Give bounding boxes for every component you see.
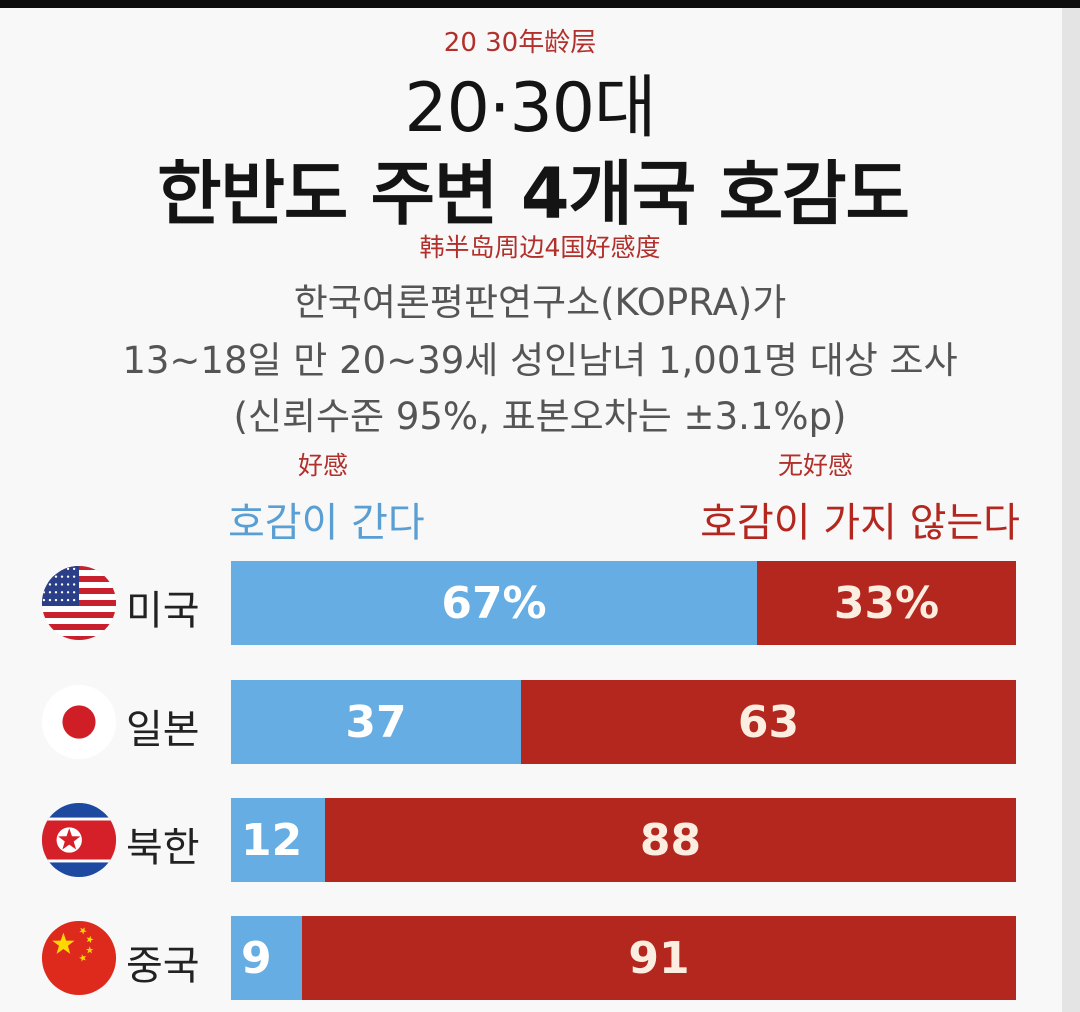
bar-row: 67% 33% [231, 561, 1016, 645]
bar-row: 9 91 [231, 916, 1016, 1000]
page-title: 한반도 주변 4개국 호감도 [157, 153, 910, 235]
japan-flag-icon [40, 683, 118, 761]
north-korea-flag-icon [40, 801, 118, 879]
label-favorable: 12 [241, 814, 303, 866]
bar-favorable [231, 798, 325, 882]
age-annotation-cn: 20 30年龄层 [443, 28, 597, 58]
label-unfavorable: 63 [737, 696, 800, 748]
title-annotation-cn: 韩半岛周边4国好感度 [419, 233, 661, 262]
bar-row: 12 88 [231, 798, 1016, 882]
label-favorable: 9 [241, 932, 272, 984]
label-favorable: 67% [441, 577, 547, 629]
label-unfavorable: 33% [833, 577, 940, 629]
unfavorable-annotation-cn: 无好感 [778, 451, 854, 480]
legend-favorable: 호감이 간다 [228, 500, 425, 546]
favorable-annotation-cn: 好感 [298, 451, 349, 480]
bar-favorable [231, 916, 302, 1000]
usa-flag-icon [40, 564, 118, 642]
age-heading: 20·30대 [404, 69, 656, 148]
country-label: 북한 [126, 825, 200, 871]
label-unfavorable: 88 [639, 814, 702, 866]
china-flag-icon [40, 919, 118, 997]
country-label: 일본 [126, 707, 200, 753]
legend-unfavorable: 호감이 가지 않는다 [700, 500, 1020, 546]
survey-confidence: (신뢰수준 95%, 표본오차는 ±3.1%p) [233, 395, 847, 438]
label-unfavorable: 91 [628, 932, 690, 984]
bar-unfavorable [302, 916, 1016, 1000]
top-border [0, 0, 1080, 8]
right-border [1062, 8, 1080, 1012]
survey-details: 13~18일 만 20~39세 성인남녀 1,001명 대상 조사 [122, 339, 958, 382]
bar-row: 37 63 [231, 680, 1016, 764]
bar-unfavorable [757, 561, 1016, 645]
bar-favorable [231, 680, 521, 764]
bar-favorable [231, 561, 757, 645]
label-favorable: 37 [345, 696, 407, 748]
survey-source: 한국여론평판연구소(KOPRA)가 [293, 281, 787, 324]
bar-unfavorable [325, 798, 1016, 882]
country-label: 중국 [126, 943, 200, 989]
country-label: 미국 [126, 588, 200, 634]
bar-unfavorable [521, 680, 1016, 764]
